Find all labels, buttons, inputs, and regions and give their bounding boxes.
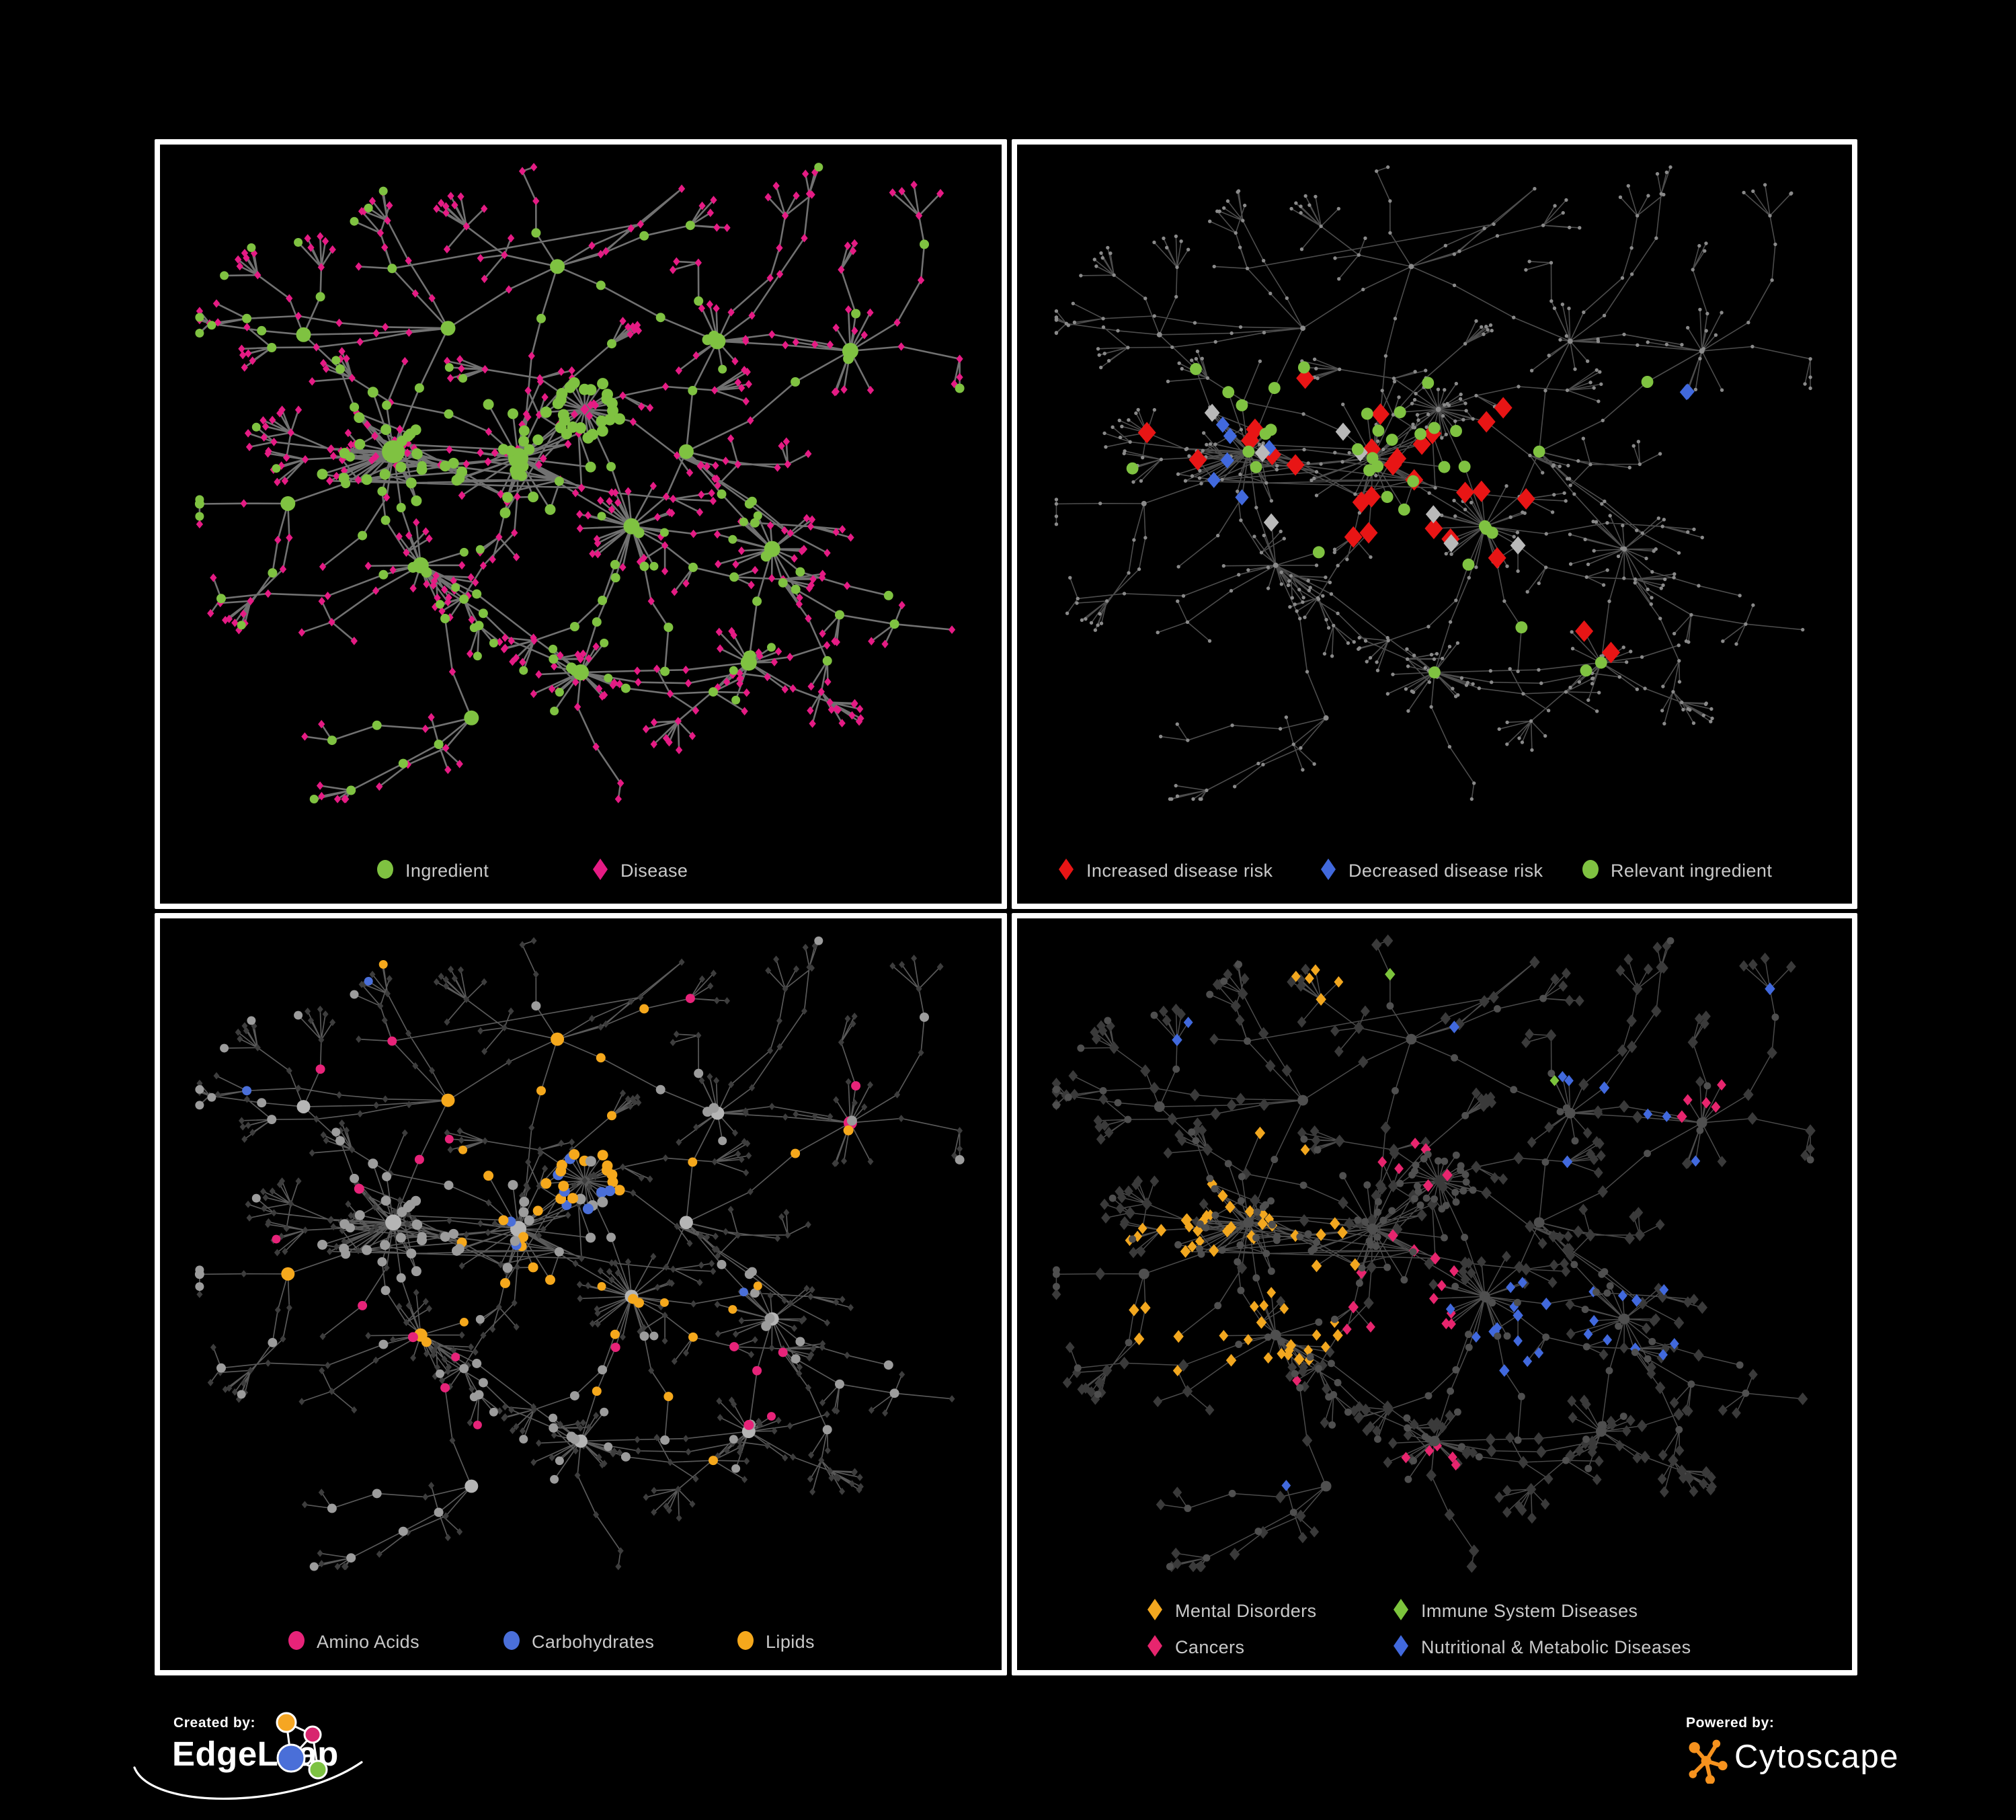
disease-risk-network-graph (1054, 165, 1812, 801)
legend-item: Ingredient (375, 859, 489, 883)
legend-item: Lipids (735, 1630, 815, 1654)
legend-label: Amino Acids (317, 1631, 419, 1652)
created-by-label: Created by: (173, 1715, 256, 1731)
edgeleap-swoosh (133, 1761, 363, 1800)
edgeleap-logo-icon (276, 1712, 328, 1780)
legend-label: Increased disease risk (1086, 860, 1273, 881)
legend-item: Cancers (1145, 1634, 1245, 1661)
legend-item: Increased disease risk (1056, 858, 1273, 884)
legend-label: Decreased disease risk (1348, 860, 1543, 881)
legend-label: Cancers (1175, 1636, 1245, 1657)
circle-marker (1580, 858, 1601, 884)
diamond-marker (1145, 1598, 1165, 1624)
legend-item: Mental Disorders (1145, 1598, 1317, 1624)
legend-label: Relevant ingredient (1611, 860, 1773, 881)
legend-label: Disease (620, 860, 688, 881)
diamond-marker (590, 858, 610, 884)
legend-label: Mental Disorders (1175, 1600, 1317, 1621)
panel-disease-classes: Mental Disorders Immune System Diseases … (1012, 913, 1857, 1675)
cytoscape-logo-icon (1689, 1739, 1728, 1784)
macronutrient-network-graph (194, 936, 965, 1571)
powered-by-label: Powered by: (1686, 1715, 1775, 1731)
legend-label: Lipids (766, 1631, 815, 1652)
circle-marker (735, 1629, 756, 1655)
created-by-credit: Created by: EdgeLeap (133, 1711, 395, 1817)
diamond-marker (1391, 1634, 1411, 1661)
circle-marker (501, 1629, 522, 1655)
legend-item: Carbohydrates (501, 1630, 654, 1654)
ingredient-disease-network-graph (194, 163, 965, 803)
diamond-marker (1318, 858, 1338, 884)
legend-item: Immune System Diseases (1391, 1598, 1638, 1624)
legend-label: Nutritional & Metabolic Diseases (1421, 1636, 1691, 1657)
legend-item: Relevant ingredient (1580, 859, 1772, 883)
panel-ingredient-disease: Ingredient Disease (155, 139, 1007, 909)
powered-by-credit: Powered by: Cytoscape (1679, 1711, 1975, 1812)
circle-marker (375, 858, 395, 884)
diamond-marker (1145, 1634, 1165, 1661)
panel-macronutrients: Amino Acids Carbohydrates Lipids (155, 913, 1007, 1675)
diamond-marker (1391, 1598, 1411, 1624)
cytoscape-brand-text: Cytoscape (1734, 1739, 1900, 1775)
legend-item: Decreased disease risk (1318, 858, 1543, 884)
legend-item: Disease (590, 858, 688, 884)
legend-label: Immune System Diseases (1421, 1600, 1638, 1621)
legend-item: Amino Acids (286, 1630, 419, 1654)
legend-label: Carbohydrates (532, 1631, 655, 1652)
legend-item: Nutritional & Metabolic Diseases (1391, 1634, 1691, 1661)
legend-label: Ingredient (405, 860, 489, 881)
disease-class-network-graph (1051, 934, 1816, 1573)
diamond-marker (1056, 858, 1076, 884)
panel-disease-risk: Increased disease risk Decreased disease… (1012, 139, 1857, 909)
circle-marker (286, 1629, 307, 1655)
